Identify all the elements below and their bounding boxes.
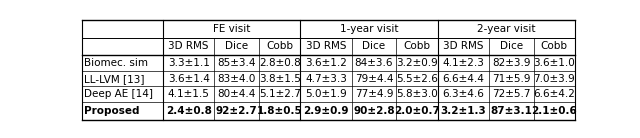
Text: 85±3.4: 85±3.4 bbox=[218, 58, 256, 68]
Text: 3D RMS: 3D RMS bbox=[306, 41, 346, 51]
Text: 4.7±3.3: 4.7±3.3 bbox=[305, 74, 347, 84]
Text: 4.1±1.5: 4.1±1.5 bbox=[168, 89, 210, 99]
Text: 5.5±2.6: 5.5±2.6 bbox=[396, 74, 438, 84]
Text: 84±3.6: 84±3.6 bbox=[355, 58, 393, 68]
Text: LL-LVM [13]: LL-LVM [13] bbox=[84, 74, 145, 84]
Text: 3D RMS: 3D RMS bbox=[168, 41, 209, 51]
Text: 3.6±1.0: 3.6±1.0 bbox=[533, 58, 575, 68]
Text: 92±2.7: 92±2.7 bbox=[216, 106, 257, 116]
Text: 6.6±4.4: 6.6±4.4 bbox=[442, 74, 484, 84]
Text: 2-year visit: 2-year visit bbox=[477, 24, 536, 34]
Text: 80±4.4: 80±4.4 bbox=[218, 89, 256, 99]
Text: 79±4.4: 79±4.4 bbox=[355, 74, 393, 84]
Text: 2.9±0.9: 2.9±0.9 bbox=[303, 106, 349, 116]
Text: 3.6±1.4: 3.6±1.4 bbox=[168, 74, 210, 84]
Text: 6.3±4.6: 6.3±4.6 bbox=[442, 89, 484, 99]
Text: 1-year visit: 1-year visit bbox=[340, 24, 398, 34]
Text: 3.3±1.1: 3.3±1.1 bbox=[168, 58, 210, 68]
Text: 3.2±1.3: 3.2±1.3 bbox=[440, 106, 486, 116]
Text: 1.8±0.5: 1.8±0.5 bbox=[257, 106, 303, 116]
Text: 3.8±1.5: 3.8±1.5 bbox=[259, 74, 301, 84]
Text: 77±4.9: 77±4.9 bbox=[355, 89, 393, 99]
Text: Proposed: Proposed bbox=[84, 106, 140, 116]
Text: FE visit: FE visit bbox=[213, 24, 250, 34]
Text: 6.6±4.2: 6.6±4.2 bbox=[533, 89, 575, 99]
Text: Cobb: Cobb bbox=[403, 41, 431, 51]
Text: Cobb: Cobb bbox=[266, 41, 293, 51]
Text: 71±5.9: 71±5.9 bbox=[492, 74, 531, 84]
Text: 3.6±1.2: 3.6±1.2 bbox=[305, 58, 347, 68]
Text: 3D RMS: 3D RMS bbox=[443, 41, 484, 51]
Text: 3.2±0.9: 3.2±0.9 bbox=[396, 58, 438, 68]
Text: 2.1±0.6: 2.1±0.6 bbox=[531, 106, 577, 116]
Text: 5.0±1.9: 5.0±1.9 bbox=[305, 89, 347, 99]
Text: Biomec. sim: Biomec. sim bbox=[84, 58, 148, 68]
Text: 5.8±3.0: 5.8±3.0 bbox=[396, 89, 438, 99]
Text: 72±5.7: 72±5.7 bbox=[492, 89, 531, 99]
Text: 82±3.9: 82±3.9 bbox=[492, 58, 531, 68]
Text: Dice: Dice bbox=[225, 41, 248, 51]
Text: Dice: Dice bbox=[500, 41, 523, 51]
Text: Deep AE [14]: Deep AE [14] bbox=[84, 89, 154, 99]
Text: 2.0±0.7: 2.0±0.7 bbox=[394, 106, 440, 116]
Text: 4.1±2.3: 4.1±2.3 bbox=[442, 58, 484, 68]
Text: Cobb: Cobb bbox=[541, 41, 568, 51]
Text: 2.4±0.8: 2.4±0.8 bbox=[166, 106, 212, 116]
Text: Dice: Dice bbox=[362, 41, 385, 51]
Text: 5.1±2.7: 5.1±2.7 bbox=[259, 89, 301, 99]
Text: 2.8±0.8: 2.8±0.8 bbox=[259, 58, 301, 68]
Text: 90±2.8: 90±2.8 bbox=[353, 106, 395, 116]
Text: 87±3.1: 87±3.1 bbox=[490, 106, 532, 116]
Text: 7.0±3.9: 7.0±3.9 bbox=[533, 74, 575, 84]
Text: 83±4.0: 83±4.0 bbox=[218, 74, 256, 84]
